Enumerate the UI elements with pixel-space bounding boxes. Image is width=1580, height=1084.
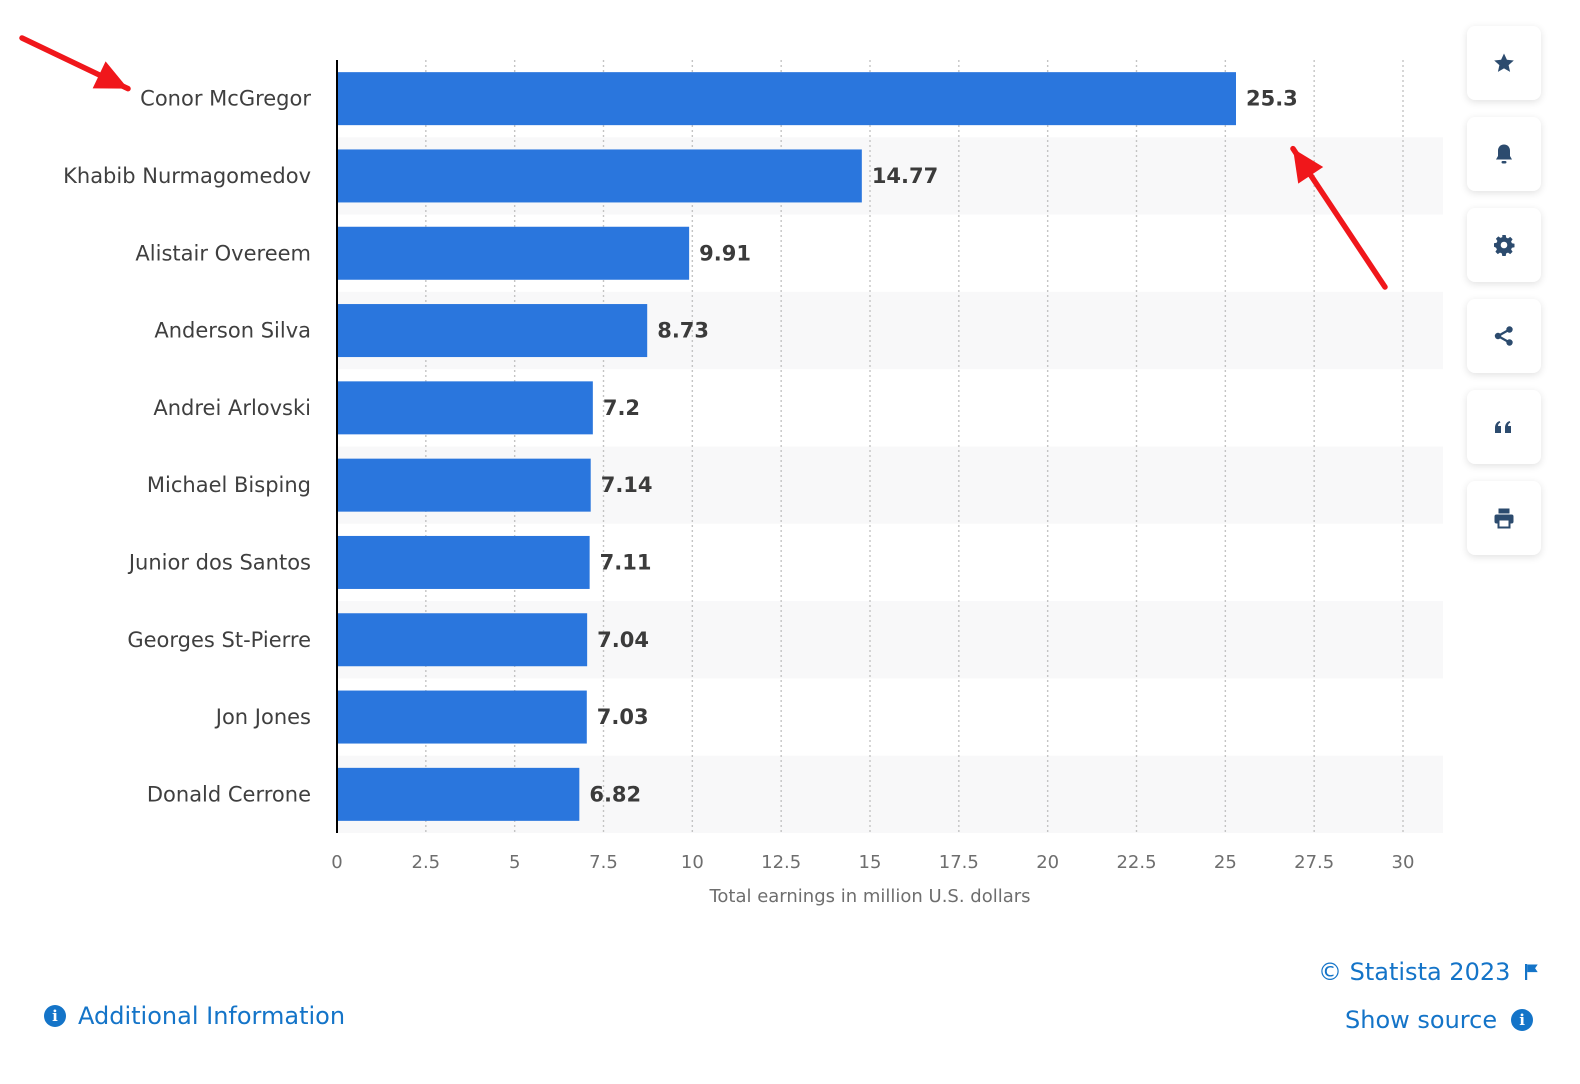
flag-icon xyxy=(1525,964,1539,980)
x-tick-label: 30 xyxy=(1392,852,1415,873)
share-icon xyxy=(1494,326,1513,346)
x-axis-title: Total earnings in million U.S. dollars xyxy=(708,886,1030,907)
value-label: 7.03 xyxy=(597,705,649,729)
x-tick-label: 7.5 xyxy=(589,852,618,873)
bar[interactable] xyxy=(337,226,690,280)
x-tick-label: 15 xyxy=(859,852,882,873)
category-labels: Conor McGregor Khabib Nurmagomedov Alistai… xyxy=(63,87,311,807)
bar[interactable] xyxy=(337,149,862,203)
category-label: Jon Jones xyxy=(214,705,311,729)
bar[interactable] xyxy=(337,381,593,435)
x-tick-label: 17.5 xyxy=(939,852,979,873)
quote-icon xyxy=(1495,421,1511,433)
value-label: 7.11 xyxy=(600,550,652,574)
bar[interactable] xyxy=(337,690,587,744)
category-label: Junior dos Santos xyxy=(127,550,311,574)
bar[interactable] xyxy=(337,72,1236,126)
x-tick-label: 10 xyxy=(681,852,704,873)
value-label: 7.2 xyxy=(603,396,640,420)
category-label: Georges St-Pierre xyxy=(127,628,311,652)
grid-lines xyxy=(425,60,1404,833)
category-label: Andrei Arlovski xyxy=(153,396,311,420)
category-label: Conor McGregor xyxy=(140,87,311,111)
x-tick-label: 27.5 xyxy=(1294,852,1334,873)
value-label: 6.82 xyxy=(589,782,641,806)
share-button[interactable] xyxy=(1467,299,1541,373)
value-label: 8.73 xyxy=(657,319,709,343)
gear-icon xyxy=(1494,235,1515,256)
annotation-arrow-head xyxy=(92,61,128,89)
value-label: 9.91 xyxy=(699,241,751,265)
settings-button[interactable] xyxy=(1467,208,1541,282)
value-label: 14.77 xyxy=(872,164,938,188)
bars xyxy=(337,72,1236,821)
bar[interactable] xyxy=(337,613,588,667)
favorite-button[interactable] xyxy=(1467,26,1541,100)
bar[interactable] xyxy=(337,458,591,512)
value-label: 25.3 xyxy=(1246,87,1298,111)
additional-information-label: Additional Information xyxy=(78,1002,346,1030)
bar[interactable] xyxy=(337,767,580,821)
info-icon: i xyxy=(44,1005,66,1027)
cite-button[interactable] xyxy=(1467,390,1541,464)
bell-icon xyxy=(1496,144,1512,164)
star-icon xyxy=(1494,53,1514,72)
value-label: 7.04 xyxy=(597,628,649,652)
bar[interactable] xyxy=(337,535,590,589)
annotation-arrow-head xyxy=(1292,148,1324,184)
notification-button[interactable] xyxy=(1467,117,1541,191)
additional-information-link[interactable]: i Additional Information xyxy=(44,1002,345,1030)
bar[interactable] xyxy=(337,304,648,358)
x-tick-label: 2.5 xyxy=(412,852,441,873)
category-label: Alistair Overeem xyxy=(135,241,311,265)
x-tick-labels: 0 2.5 5 7.5 10 12.5 15 17.5 20 22.5 25 27.5 30 xyxy=(331,852,1414,873)
chart-toolbar xyxy=(1467,26,1545,572)
print-icon xyxy=(1494,508,1514,529)
x-tick-label: 20 xyxy=(1036,852,1059,873)
category-label: Anderson Silva xyxy=(154,319,311,343)
category-label: Donald Cerrone xyxy=(147,782,311,806)
category-label: Michael Bisping xyxy=(147,473,311,497)
x-tick-label: 0 xyxy=(331,852,342,873)
category-label: Khabib Nurmagomedov xyxy=(63,164,311,188)
x-tick-label: 25 xyxy=(1214,852,1237,873)
x-tick-label: 12.5 xyxy=(761,852,801,873)
source-info-icon: i xyxy=(1511,1009,1534,1031)
x-tick-label: 22.5 xyxy=(1116,852,1156,873)
show-source-link[interactable]: Show source i xyxy=(1345,1006,1534,1034)
print-button[interactable] xyxy=(1467,481,1541,555)
value-labels: 25.3 14.77 9.91 8.73 7.2 7.14 7.11 7.04 7.03 6.82 xyxy=(589,87,1297,807)
annotation-arrows xyxy=(19,35,1388,290)
copyright-label: © Statista 2023 xyxy=(1318,958,1511,986)
statista-copyright-link[interactable]: © Statista 2023 xyxy=(1318,958,1540,986)
x-tick-label: 5 xyxy=(509,852,520,873)
show-source-label: Show source xyxy=(1345,1006,1498,1034)
value-label: 7.14 xyxy=(601,473,653,497)
